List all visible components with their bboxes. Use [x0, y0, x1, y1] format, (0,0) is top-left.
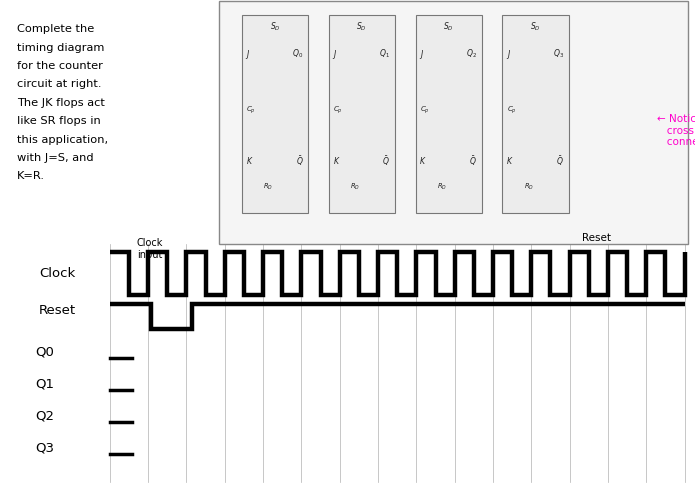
Text: K: K	[247, 157, 252, 166]
Text: Complete the: Complete the	[17, 24, 95, 34]
Text: $C_p$: $C_p$	[420, 104, 430, 116]
Text: $S_D$: $S_D$	[357, 20, 367, 33]
Text: K: K	[334, 157, 338, 166]
Text: $R_D$: $R_D$	[524, 182, 534, 192]
Text: $R_D$: $R_D$	[350, 182, 360, 192]
Text: ← Notice
   cross
   connection: ← Notice cross connection	[657, 114, 695, 147]
Text: Clock
input: Clock input	[136, 238, 163, 260]
Text: $S_D$: $S_D$	[443, 20, 454, 33]
Text: K=R.: K=R.	[17, 171, 45, 182]
Text: K: K	[507, 157, 512, 166]
Text: Reset: Reset	[582, 233, 611, 243]
Text: Clock: Clock	[39, 267, 75, 280]
Text: J: J	[334, 50, 336, 59]
Text: $R_D$: $R_D$	[263, 182, 273, 192]
Bar	[502, 15, 569, 213]
Text: J: J	[420, 50, 423, 59]
Text: $Q_1$: $Q_1$	[379, 48, 390, 60]
Text: Q0: Q0	[35, 346, 55, 358]
Text: this application,: this application,	[17, 135, 108, 145]
Text: with J=S, and: with J=S, and	[17, 153, 94, 163]
Text: $C_p$: $C_p$	[334, 104, 343, 116]
Text: Q1: Q1	[35, 378, 55, 390]
Text: $C_p$: $C_p$	[507, 104, 517, 116]
Text: J: J	[507, 50, 509, 59]
Text: The JK flops act: The JK flops act	[17, 98, 105, 108]
Text: $S_D$: $S_D$	[270, 20, 280, 33]
Text: $\bar{Q}$: $\bar{Q}$	[382, 154, 390, 168]
Text: $\bar{Q}$: $\bar{Q}$	[556, 154, 564, 168]
Bar	[416, 15, 482, 213]
Text: $\bar{Q}$: $\bar{Q}$	[469, 154, 477, 168]
Text: Q3: Q3	[35, 441, 55, 454]
Text: $Q_2$: $Q_2$	[466, 48, 477, 60]
Bar	[219, 1, 688, 244]
Text: like SR flops in: like SR flops in	[17, 116, 101, 126]
Text: timing diagram: timing diagram	[17, 43, 105, 53]
Text: $Q_3$: $Q_3$	[553, 48, 564, 60]
Text: Q2: Q2	[35, 409, 55, 422]
Text: for the counter: for the counter	[17, 61, 104, 71]
Text: $Q_0$: $Q_0$	[292, 48, 303, 60]
Text: $S_D$: $S_D$	[530, 20, 541, 33]
Bar	[329, 15, 395, 213]
Bar	[242, 15, 308, 213]
Text: Reset: Reset	[38, 304, 76, 317]
Text: circuit at right.: circuit at right.	[17, 79, 102, 90]
Text: J: J	[247, 50, 249, 59]
Text: $\bar{Q}$: $\bar{Q}$	[295, 154, 303, 168]
Text: K: K	[420, 157, 425, 166]
Text: $R_D$: $R_D$	[437, 182, 447, 192]
Text: $C_p$: $C_p$	[247, 104, 256, 116]
